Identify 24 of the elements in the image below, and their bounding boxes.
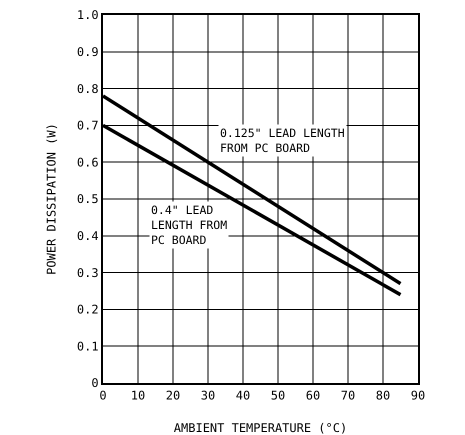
y-axis-title: POWER DISSIPATION (W) (44, 123, 59, 275)
x-tick-label: 80 (376, 388, 390, 402)
y-tick-label: 0 (91, 376, 99, 390)
x-tick-label: 10 (130, 388, 146, 402)
y-tick-label: 0.7 (76, 118, 99, 133)
x-tick-label: 50 (270, 388, 286, 402)
x-axis-title: AMBIENT TEMPERATURE (°C) (174, 420, 348, 435)
y-tick-label: 0.3 (76, 266, 99, 280)
series-label: 0.4" LEAD LENGTH FROM PC BOARD (151, 203, 228, 247)
x-tick-label: 60 (306, 388, 320, 402)
x-tick-label: 90 (410, 388, 426, 402)
x-tick-label: 30 (200, 388, 216, 402)
y-tick-label: 0.1 (76, 339, 99, 354)
y-tick-label: 0.2 (76, 302, 99, 317)
x-tick-label: 70 (340, 388, 356, 402)
y-tick-label: 0.8 (76, 82, 99, 96)
series-label: 0.125" LEAD LENGTH FROM PC BOARD (220, 126, 345, 155)
y-tick-label: 0.6 (76, 155, 99, 170)
y-tick-label: 0.4 (76, 229, 99, 243)
x-tick-label: 20 (166, 388, 180, 402)
y-tick-label: 0.9 (76, 45, 99, 59)
y-tick-label: 1.0 (76, 8, 99, 22)
x-tick-label: 40 (236, 388, 250, 402)
y-tick-label: 0.5 (76, 192, 99, 206)
